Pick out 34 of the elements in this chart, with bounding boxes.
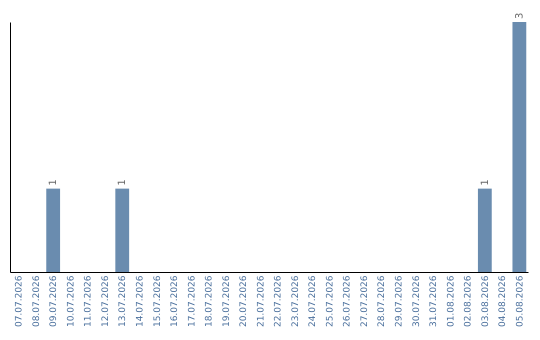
x-tick-label: 10.07.2026: [66, 275, 76, 328]
x-tick-label: 01.08.2026: [446, 275, 456, 328]
x-tick-label: 19.07.2026: [222, 275, 232, 328]
data-label: 1: [480, 179, 491, 186]
x-tick-label: 14.07.2026: [136, 275, 146, 328]
data-label: 1: [117, 179, 128, 186]
x-tick-label: 18.07.2026: [204, 275, 215, 328]
x-tick-label: 15.07.2026: [152, 275, 163, 328]
x-tick-label: 07.07.2026: [14, 275, 25, 328]
data-label: 1: [48, 179, 60, 186]
x-tick-label: 09.07.2026: [49, 275, 60, 328]
x-tick-label: 27.07.2026: [360, 275, 370, 328]
x-tick-label: 05.08.2026: [515, 275, 526, 328]
x-tick-label: 20.07.2026: [239, 275, 250, 328]
x-tick-label: 28.07.2026: [377, 275, 388, 328]
x-tick-label: 16.07.2026: [170, 275, 180, 328]
x-tick-label: 11.07.2026: [84, 275, 94, 328]
x-tick-label: 31.07.2026: [429, 275, 440, 328]
x-tick-label: 21.07.2026: [256, 275, 266, 328]
x-tick-label: 08.07.2026: [32, 275, 42, 328]
x-tick-label: 12.07.2026: [100, 275, 111, 328]
x-tick-label: 04.08.2026: [498, 275, 508, 328]
x-tick-label: 24.07.2026: [308, 275, 318, 328]
x-tick-label: 29.07.2026: [394, 275, 404, 328]
x-tick-label: 17.07.2026: [187, 275, 198, 328]
data-label: 3: [514, 12, 526, 19]
x-tick-label: 22.07.2026: [274, 275, 284, 328]
x-tick-label: 26.07.2026: [342, 275, 353, 328]
x-tick-label: 03.08.2026: [480, 275, 491, 328]
x-tick-label: 30.07.2026: [412, 275, 422, 328]
x-tick-label: 23.07.2026: [290, 275, 301, 328]
x-tick-label: 13.07.2026: [118, 275, 128, 328]
x-tick-label: 02.08.2026: [464, 275, 474, 328]
x-tick-label: 25.07.2026: [325, 275, 336, 328]
